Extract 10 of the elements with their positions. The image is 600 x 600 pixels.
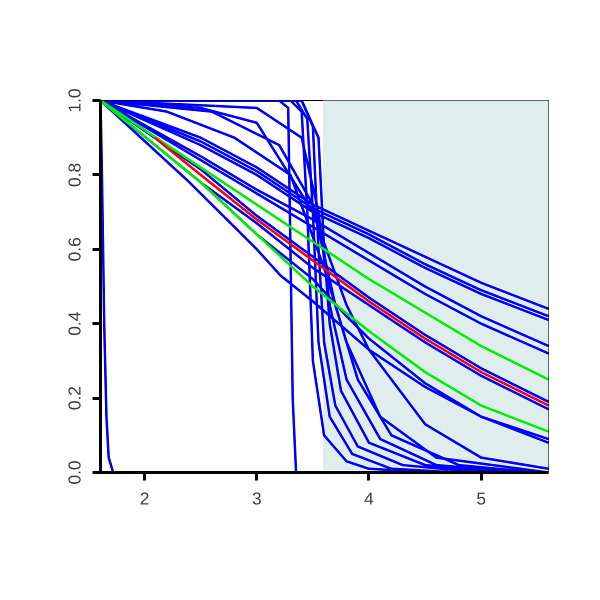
x-tick-label: 3 xyxy=(252,488,262,508)
x-tick-label: 2 xyxy=(140,488,150,508)
y-tick-label: 0.0 xyxy=(64,460,84,485)
y-tick-label: 0.6 xyxy=(64,237,84,262)
y-tick-label: 0.8 xyxy=(64,162,84,187)
y-tick-label: 0.4 xyxy=(64,311,84,336)
x-tick-label: 5 xyxy=(476,488,486,508)
y-tick-label: 0.2 xyxy=(64,386,84,410)
x-tick-label: 4 xyxy=(364,488,374,508)
y-tick-label: 1.0 xyxy=(64,88,84,113)
